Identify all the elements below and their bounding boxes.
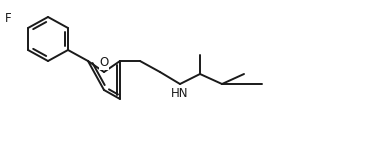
Text: O: O <box>99 56 108 69</box>
Text: HN: HN <box>171 87 189 100</box>
Text: F: F <box>4 11 11 24</box>
